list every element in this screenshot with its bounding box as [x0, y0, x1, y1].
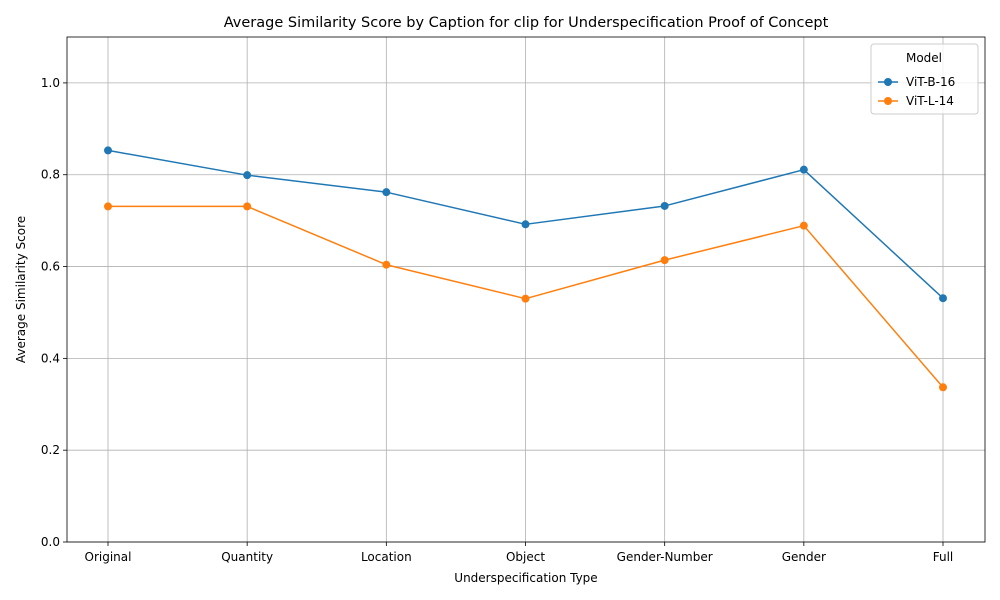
legend-label: ViT-B-16 — [906, 75, 955, 89]
legend-marker — [884, 78, 892, 86]
data-point — [939, 383, 947, 392]
data-point — [660, 256, 669, 265]
x-tick-label: Original — [85, 550, 132, 564]
data-point — [104, 146, 112, 155]
x-axis-title: Underspecification Type — [454, 571, 597, 585]
data-point — [799, 221, 808, 230]
x-tick-label: Gender — [782, 550, 826, 564]
data-point — [382, 260, 391, 269]
data-point — [799, 165, 808, 174]
grid — [67, 37, 985, 543]
y-tick-label: 0.4 — [41, 351, 60, 365]
y-tick-label: 0.6 — [41, 260, 60, 274]
x-tick-label: Location — [361, 550, 412, 564]
y-tick-label: 1.0 — [41, 76, 60, 90]
data-point — [939, 294, 947, 303]
series-layer — [104, 146, 947, 392]
legend-label: ViT-L-14 — [906, 94, 954, 108]
data-point — [243, 171, 252, 180]
y-tick-label: 0.8 — [41, 168, 60, 182]
data-point — [521, 294, 530, 303]
data-point — [521, 220, 530, 229]
y-tick-label: 0.0 — [41, 535, 60, 549]
legend-title: Model — [906, 51, 942, 65]
y-axis-title: Average Similarity Score — [14, 216, 28, 363]
series-ViT-L-14 — [104, 202, 947, 392]
chart-title: Average Similarity Score by Caption for … — [224, 15, 829, 31]
legend: Model ViT-B-16 ViT-L-14 — [870, 43, 979, 115]
data-point — [660, 201, 669, 210]
data-point — [243, 202, 252, 211]
x-tick-label: Gender-Number — [617, 550, 713, 564]
x-tick-label: Object — [506, 550, 545, 564]
plot-frame — [66, 36, 986, 543]
legend-box — [870, 43, 979, 115]
x-tick-label: Full — [933, 550, 954, 564]
y-tick-label: 0.2 — [41, 443, 60, 457]
series-ViT-B-16 — [104, 146, 947, 303]
axes: Original Quantity Location Object Gender-Num… — [41, 76, 953, 564]
data-point — [382, 188, 391, 197]
x-tick-label: Quantity — [221, 550, 273, 564]
data-point — [104, 202, 112, 211]
legend-marker — [884, 97, 892, 105]
